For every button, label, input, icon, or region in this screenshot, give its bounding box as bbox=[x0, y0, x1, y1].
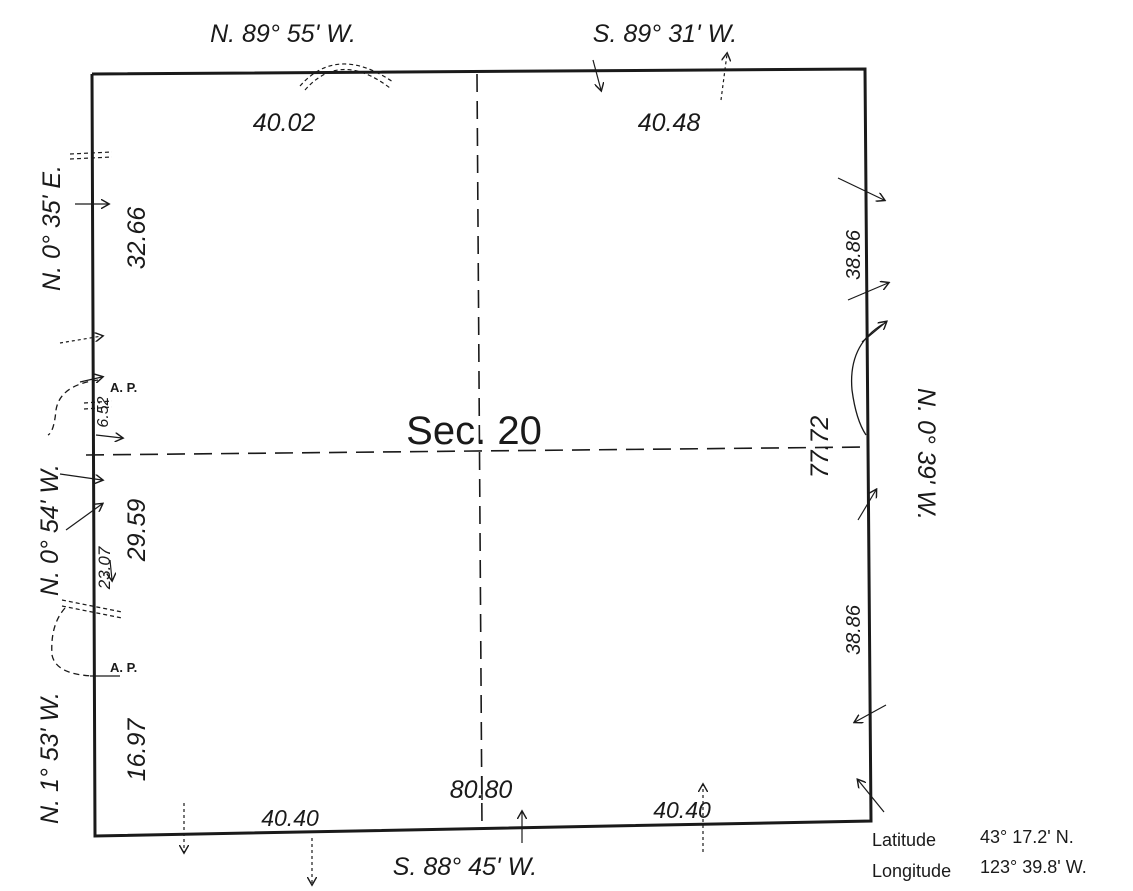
distance-west-upper: 32.66 bbox=[123, 207, 151, 270]
distance-north-east: 40.48 bbox=[638, 109, 701, 137]
latitude-label: Latitude bbox=[872, 830, 936, 850]
bearing-east: N. 0° 39' W. bbox=[912, 388, 940, 520]
bearing-north-west-half: N. 89° 55' W. bbox=[210, 20, 356, 48]
road-crossing-west-lower bbox=[62, 600, 122, 618]
ap-lower-curve bbox=[52, 608, 95, 676]
survey-arrows bbox=[60, 54, 888, 884]
ap-marker-lower: A. P. bbox=[110, 660, 137, 675]
ap-marker-upper: A. P. bbox=[110, 380, 137, 395]
distance-west-lower: 16.97 bbox=[123, 718, 151, 782]
longitude-value: 123° 39.8' W. bbox=[980, 857, 1087, 877]
section-label: Sec. 20 bbox=[406, 409, 542, 453]
distance-west-small-upper: 6.52 bbox=[95, 396, 112, 427]
distance-east-upper: 38.86 bbox=[843, 229, 865, 280]
latitude-value: 43° 17.2' N. bbox=[980, 827, 1074, 847]
bearing-south: S. 88° 45' W. bbox=[393, 853, 537, 881]
distance-east-total: 77.72 bbox=[806, 416, 834, 479]
bearing-west-lower: N. 1° 53' W. bbox=[36, 692, 64, 824]
bearing-north-east-half: S. 89° 31' W. bbox=[593, 20, 737, 48]
distance-north-west: 40.02 bbox=[253, 109, 316, 137]
distance-west-small-lower: 23.07 bbox=[95, 546, 114, 590]
distance-south-west: 40.40 bbox=[261, 805, 319, 831]
ap-upper-curve bbox=[48, 380, 98, 435]
distance-east-lower: 38.86 bbox=[843, 604, 865, 655]
bearing-west-middle: N. 0° 54' W. bbox=[36, 464, 64, 596]
road-crossing-north bbox=[300, 64, 393, 90]
longitude-label: Longitude bbox=[872, 861, 951, 881]
bearing-west-upper: N. 0° 35' E. bbox=[38, 165, 66, 291]
distance-south-east: 40.40 bbox=[653, 797, 711, 823]
distance-west-middle: 29.59 bbox=[123, 499, 151, 563]
distance-south-total: 80.80 bbox=[450, 776, 513, 804]
